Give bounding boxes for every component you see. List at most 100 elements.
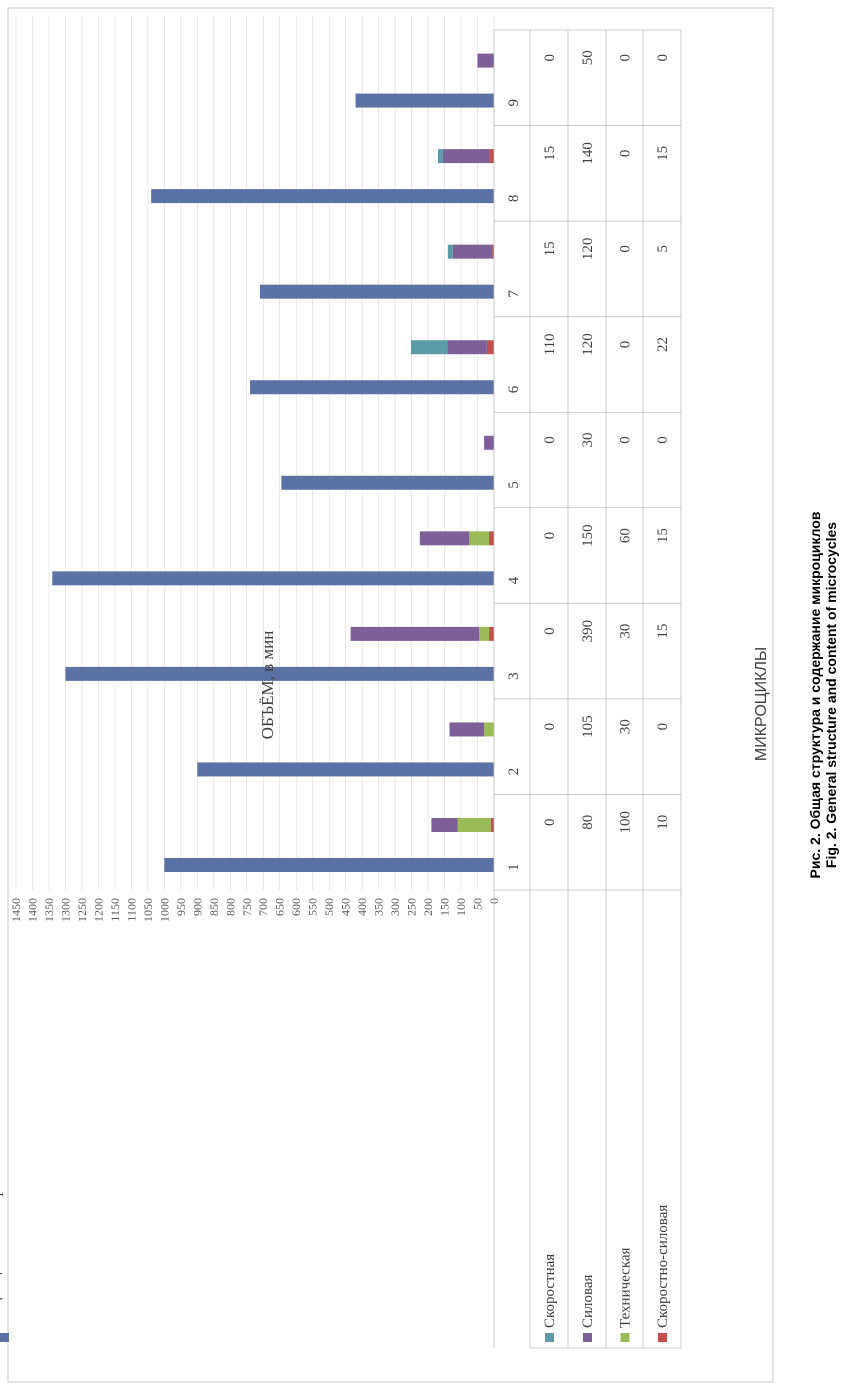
table-value: 15 (542, 146, 558, 161)
table-value: 0 (542, 436, 558, 444)
bar-4-primary (52, 571, 495, 586)
y-tick-label: 150 (438, 898, 452, 916)
legend-swatch (545, 1333, 554, 1342)
y-tick-label: 600 (289, 898, 303, 916)
table-value: 900 (0, 760, 4, 783)
bar-8-stack-seg (489, 149, 495, 164)
bar-6-stack-seg (447, 340, 487, 355)
category-label: 2 (506, 768, 522, 776)
legend-label: Скоростная (542, 1254, 558, 1328)
bar-5-primary (281, 475, 494, 490)
legend-label: Скоростно-силовая (655, 1205, 671, 1328)
table-value: 15 (655, 528, 671, 543)
table-value: 0 (618, 150, 634, 158)
table-value: 0 (542, 54, 558, 62)
table-value: 0 (618, 341, 634, 349)
bar-1-primary (164, 858, 495, 872)
table-value: 130 (0, 665, 4, 688)
y-tick-label: 1450 (9, 898, 23, 922)
bar-3-stack-seg (489, 626, 495, 641)
bars (52, 53, 495, 872)
legend-swatch (0, 1333, 9, 1342)
table-value: 740 (0, 378, 4, 401)
table-value: 0 (655, 54, 671, 62)
bar-2-stack-seg (449, 722, 485, 737)
y-tick-label: 1350 (42, 898, 56, 922)
y-tick-label: 950 (174, 898, 188, 916)
bar-6-stack-seg (410, 340, 448, 355)
bar-3-primary (65, 666, 494, 681)
table-value: 10 (655, 815, 671, 830)
caption-ru: Рис. 2. Общая структура и содержание мик… (807, 511, 823, 878)
table-value: 105 (580, 715, 596, 738)
category-label: 8 (506, 195, 522, 203)
gridlines (15, 16, 495, 890)
bar-1-stack-seg (431, 818, 458, 832)
bar-7-stack-seg (452, 244, 493, 259)
table-value: 0 (542, 723, 558, 731)
table-value: 5 (655, 245, 671, 253)
bar-8-stack-seg (442, 149, 490, 164)
table-value: 30 (618, 719, 634, 734)
table-value: 103 (0, 187, 4, 210)
y-tick-label: 350 (372, 898, 386, 916)
table-value: 80 (580, 815, 596, 830)
y-tick-label: 1050 (141, 898, 155, 922)
legend-label: Общая циклическая работа (0, 1153, 4, 1328)
legend-swatch (658, 1333, 667, 1342)
table-value: 30 (580, 433, 596, 448)
y-tick-label: 700 (256, 898, 270, 916)
bar-6-stack-seg (486, 340, 495, 355)
table-value: 0 (618, 245, 634, 253)
category-label: 7 (506, 290, 522, 298)
bar-6-primary (250, 380, 494, 395)
bar-4-stack-seg (489, 531, 495, 546)
table-value: 0 (542, 532, 558, 540)
y-tick-label: 1100 (124, 898, 138, 922)
y-tick-label: 900 (190, 898, 204, 916)
x-axis-label: МИКРОЦИКЛЫ (753, 647, 770, 761)
bar-4-stack-seg (419, 531, 470, 546)
legend-label: Силовая (580, 1274, 596, 1328)
y-tick-label: 550 (306, 898, 320, 916)
bar-2-stack-seg (484, 722, 495, 737)
table-value: 15 (655, 146, 671, 161)
bar-3-stack-seg (479, 626, 490, 641)
table-value: 60 (618, 528, 634, 543)
y-tick-label: 1200 (91, 898, 105, 922)
bar-3-stack-seg (350, 626, 480, 641)
y-axis-label: ОБЪЁМ, в мин (258, 631, 277, 740)
legend-swatch (583, 1333, 592, 1342)
table-value: 30 (618, 624, 634, 639)
y-tick-label: 800 (223, 898, 237, 916)
table-value: 0 (618, 436, 634, 444)
bar-4-stack-seg (469, 531, 490, 546)
caption-en: Fig. 2. General structure and content of… (823, 522, 839, 868)
bar-1-stack-seg (457, 818, 491, 832)
y-tick-label: 1400 (25, 898, 39, 922)
table-value: 420 (0, 92, 4, 115)
bar-7-stack-seg (447, 244, 453, 259)
bar-8-primary (151, 189, 494, 204)
category-label: 1 (506, 863, 522, 871)
y-tick-label: 1000 (157, 898, 171, 922)
table-value: 645 (0, 474, 4, 497)
y-tick-label: 200 (421, 898, 435, 916)
bar-7-primary (259, 284, 494, 299)
y-tick-label: 100 (454, 898, 468, 916)
category-label: 5 (506, 481, 522, 489)
y-tick-label: 750 (240, 898, 254, 916)
table-value: 120 (580, 333, 596, 356)
rotated-chart-content: 0501001502002503003504004505005506006507… (0, 29, 839, 1349)
y-tick-label: 300 (388, 898, 402, 916)
y-tick-label: 650 (273, 898, 287, 916)
y-tick-label: 1250 (75, 898, 89, 922)
y-tick-label: 1300 (58, 898, 72, 922)
table-value: 22 (655, 337, 671, 352)
y-tick-label: 850 (207, 898, 221, 916)
legend-swatch (620, 1333, 630, 1342)
table-value: 140 (580, 142, 596, 165)
legend-label: Техническая (618, 1247, 634, 1328)
category-label: 6 (506, 385, 522, 393)
